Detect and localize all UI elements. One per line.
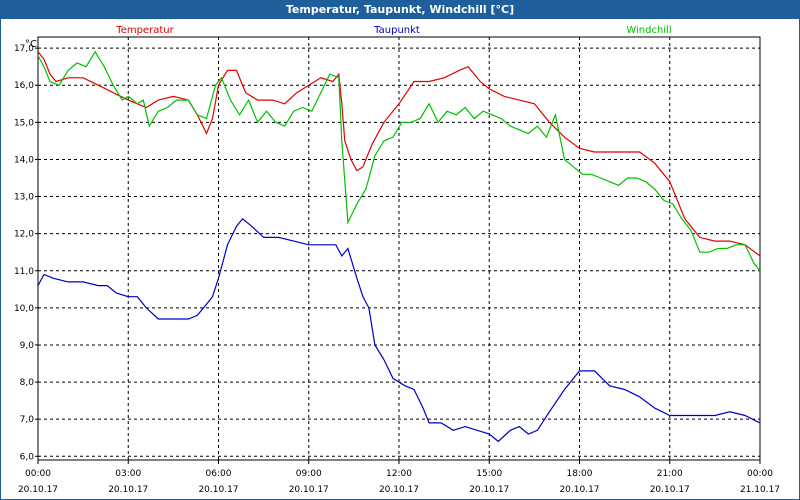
- y-tick-label: 13,0: [14, 193, 34, 203]
- x-tick-time: 18:00: [567, 469, 593, 479]
- x-tick-date: 20.10.17: [379, 485, 419, 495]
- x-tick-time: 12:00: [386, 469, 412, 479]
- series-line-temperatur: [37, 51, 761, 257]
- y-tick-label: 15,0: [14, 118, 34, 128]
- y-tick-label: 7,0: [20, 415, 35, 425]
- x-tick-time: 00:00: [25, 469, 51, 479]
- y-tick-label: 12,0: [14, 230, 34, 240]
- series-line-windchill: [37, 50, 761, 272]
- x-tick-time: 09:00: [296, 469, 322, 479]
- chart-title: Temperatur, Taupunkt, Windchill [°C]: [1, 1, 799, 19]
- y-tick-label: 9,0: [20, 341, 35, 351]
- x-tick-date: 20.10.17: [198, 485, 238, 495]
- y-tick-label: 14,0: [14, 155, 34, 165]
- x-tick-time: 03:00: [115, 469, 141, 479]
- y-tick-label: 8,0: [20, 378, 35, 388]
- x-tick-date: 20.10.17: [108, 485, 148, 495]
- x-tick-date: 20.10.17: [289, 485, 329, 495]
- x-tick-date: 20.10.17: [559, 485, 599, 495]
- x-tick-time: 06:00: [206, 469, 232, 479]
- y-tick-label: 17,0: [14, 44, 34, 54]
- legend-temperatur: Temperatur: [115, 25, 174, 36]
- x-tick-time: 21:00: [657, 469, 683, 479]
- legend-windchill: Windchill: [626, 25, 671, 36]
- y-tick-label: 10,0: [14, 304, 34, 314]
- x-tick-date: 20.10.17: [650, 485, 690, 495]
- y-tick-label: 6,0: [20, 452, 35, 462]
- x-tick-time: 15:00: [476, 469, 502, 479]
- x-tick-date: 20.10.17: [469, 485, 509, 495]
- x-tick-date: 21.10.17: [740, 485, 780, 495]
- x-tick-date: 20.10.17: [18, 485, 58, 495]
- y-tick-label: 16,0: [14, 81, 34, 91]
- series-line-taupunkt: [37, 217, 761, 443]
- y-axis-unit: °C: [25, 39, 37, 50]
- y-tick-label: 11,0: [14, 267, 34, 277]
- legend-taupunkt: Taupunkt: [373, 25, 420, 36]
- x-tick-time: 00:00: [747, 469, 773, 479]
